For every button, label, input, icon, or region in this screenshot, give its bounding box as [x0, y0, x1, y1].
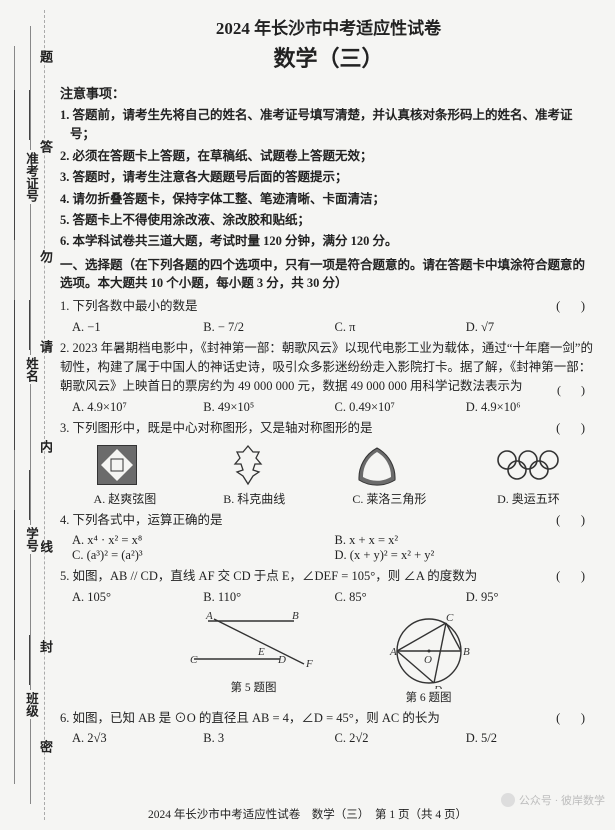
notice-heading: 注意事项：	[60, 83, 597, 102]
svg-text:B: B	[463, 646, 470, 658]
q2-opt-a: A. 4.9×10⁷	[72, 400, 203, 415]
answer-bracket: ( )	[557, 381, 589, 398]
svg-text:B: B	[292, 610, 299, 622]
answer-bracket: ( )	[556, 567, 589, 586]
svg-text:A: A	[205, 610, 213, 622]
q6-opt-b: B. 3	[203, 731, 334, 746]
q5-opt-c: C. 85°	[335, 590, 466, 605]
page-subtitle: 数学（三）	[60, 41, 597, 73]
section-heading: 一、选择题（在下列各题的四个选项中，只有一项是符合题意的。请在答题卡中填涂符合题…	[60, 256, 597, 294]
q5-opt-d: D. 95°	[466, 590, 597, 605]
wechat-icon	[501, 793, 515, 807]
q3-fig-a-label: A. 赵爽弦图	[94, 490, 157, 507]
q5-q6-diagrams: A B C E D F 第 5 题图 A B C D	[60, 609, 597, 705]
q6-options: A. 2√3 B. 3 C. 2√2 D. 5/2	[72, 731, 597, 746]
notice-item: 4. 请勿折叠答题卡，保持字体工整、笔迹清晰、卡面清洁；	[60, 190, 597, 209]
watermark-text: 公众号 · 彼岸数学	[519, 792, 605, 808]
question-2: 2. 2023 年暑期档电影中，《封神第一部：朝歌风云》以现代电影工业为载体，通…	[60, 339, 597, 397]
question-6: 6. 如图，已知 AB 是 ⊙O 的直径且 AB = 4，∠D = 45°，则 …	[60, 709, 597, 728]
q1-options: A. −1 B. − 7/2 C. π D. √7	[72, 320, 597, 335]
svg-text:D: D	[277, 654, 286, 666]
reuleaux-icon	[352, 442, 402, 488]
q3-figures: A. 赵爽弦图 B. 科克曲线 C. 莱洛三角形 D. 奥运五环	[60, 442, 597, 507]
parallel-lines-icon: A B C E D F	[184, 609, 324, 679]
q1-opt-c: C. π	[335, 320, 466, 335]
svg-text:O: O	[424, 654, 432, 666]
watermark: 公众号 · 彼岸数学	[501, 792, 605, 808]
svg-text:C: C	[446, 612, 454, 624]
svg-text:F: F	[305, 658, 313, 670]
olympic-rings-icon	[493, 442, 563, 488]
q5-options: A. 105° B. 110° C. 85° D. 95°	[72, 590, 597, 605]
answer-bracket: ( )	[556, 297, 589, 316]
q2-opt-d: D. 4.9×10⁶	[466, 400, 597, 415]
q2-opt-b: B. 49×10⁵	[203, 400, 334, 415]
q3-stem: 3. 下列图形中，既是中心对称图形，又是轴对称图形的是	[60, 421, 373, 435]
q3-fig-b-label: B. 科克曲线	[223, 490, 285, 507]
q6-diagram: A B C D O 第 6 题图	[384, 609, 474, 705]
q1-opt-d: D. √7	[466, 320, 597, 335]
q5-opt-a: A. 105°	[72, 590, 203, 605]
q3-fig-c: C. 莱洛三角形	[352, 442, 426, 507]
q4-opt-b: B. x + x = x²	[335, 533, 598, 548]
q6-opt-a: A. 2√3	[72, 731, 203, 746]
q4-opt-c: C. (a³)² = (a²)³	[72, 548, 335, 563]
q2-options: A. 4.9×10⁷ B. 49×10⁵ C. 0.49×10⁷ D. 4.9×…	[72, 400, 597, 415]
page-title: 2024 年长沙市中考适应性试卷	[60, 14, 597, 39]
q4-opt-a: A. x⁴ · x² = x⁸	[72, 533, 335, 548]
page-footer: 2024 年长沙市中考适应性试卷 数学（三） 第 1 页（共 4 页）	[0, 806, 615, 822]
notice-item: 3. 答题时，请考生注意各大题题号后面的答题提示；	[60, 168, 597, 187]
zhaoshuang-icon	[94, 442, 140, 488]
notice-item: 1. 答题前，请考生先将自己的姓名、准考证号填写清楚，并认真核对条形码上的姓名、…	[60, 106, 597, 145]
q4-options: A. x⁴ · x² = x⁸ B. x + x = x² C. (a³)² =…	[72, 533, 597, 563]
notice-item: 6. 本学科试卷共三道大题，考试时量 120 分钟，满分 120 分。	[60, 232, 597, 251]
q4-opt-d: D. (x + y)² = x² + y²	[335, 548, 598, 563]
exam-page: 2024 年长沙市中考适应性试卷 数学（三） 注意事项： 1. 答题前，请考生先…	[0, 0, 615, 758]
notice-item: 2. 必须在答题卡上答题，在草稿纸、试题卷上答题无效；	[60, 147, 597, 166]
q2-opt-c: C. 0.49×10⁷	[335, 400, 466, 415]
q3-fig-c-label: C. 莱洛三角形	[352, 490, 426, 507]
q1-opt-a: A. −1	[72, 320, 203, 335]
koch-icon	[223, 442, 273, 488]
q3-fig-b: B. 科克曲线	[223, 442, 285, 507]
svg-text:A: A	[389, 646, 397, 658]
q3-fig-d-label: D. 奥运五环	[493, 490, 563, 507]
question-4: 4. 下列各式中，运算正确的是 ( )	[60, 511, 597, 530]
q6-stem: 6. 如图，已知 AB 是 ⊙O 的直径且 AB = 4，∠D = 45°，则 …	[60, 711, 440, 725]
answer-bracket: ( )	[556, 419, 589, 438]
notice-item: 5. 答题卡上不得使用涂改液、涂改胶和贴纸；	[60, 211, 597, 230]
answer-bracket: ( )	[556, 709, 589, 728]
answer-bracket: ( )	[556, 511, 589, 530]
svg-text:C: C	[190, 654, 198, 666]
q5-diagram: A B C E D F 第 5 题图	[184, 609, 324, 705]
q6-opt-d: D. 5/2	[466, 731, 597, 746]
svg-text:E: E	[257, 646, 265, 658]
question-5: 5. 如图，AB // CD，直线 AF 交 CD 于点 E，∠DEF = 10…	[60, 567, 597, 586]
q6-opt-c: C. 2√2	[335, 731, 466, 746]
q1-stem: 1. 下列各数中最小的数是	[60, 299, 198, 313]
q6-caption: 第 6 题图	[384, 689, 474, 705]
q3-fig-d: D. 奥运五环	[493, 442, 563, 507]
q3-fig-a: A. 赵爽弦图	[94, 442, 157, 507]
q1-opt-b: B. − 7/2	[203, 320, 334, 335]
q5-caption: 第 5 题图	[184, 679, 324, 695]
q4-stem: 4. 下列各式中，运算正确的是	[60, 513, 223, 527]
question-3: 3. 下列图形中，既是中心对称图形，又是轴对称图形的是 ( )	[60, 419, 597, 438]
question-1: 1. 下列各数中最小的数是 ( )	[60, 297, 597, 316]
q5-stem: 5. 如图，AB // CD，直线 AF 交 CD 于点 E，∠DEF = 10…	[60, 569, 477, 583]
circle-diagram-icon: A B C D O	[384, 609, 474, 689]
q5-opt-b: B. 110°	[203, 590, 334, 605]
